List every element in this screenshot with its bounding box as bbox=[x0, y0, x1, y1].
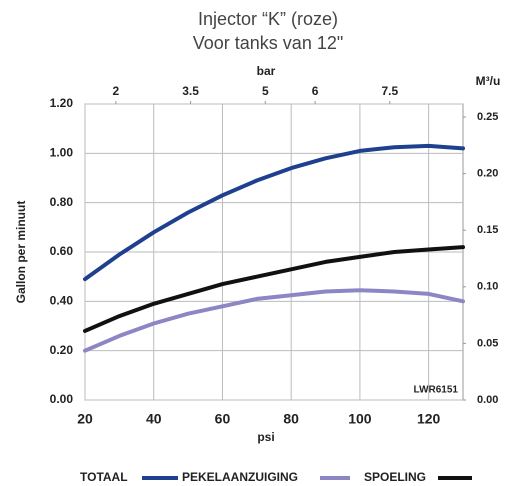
x-axis-label: psi bbox=[257, 430, 274, 444]
y2-tick-label: 0.05 bbox=[477, 337, 498, 349]
legend-label: TOTAAL bbox=[80, 470, 128, 484]
chart-title: Injector “K” (roze) bbox=[198, 9, 338, 29]
right-axis-label: M³/u bbox=[476, 74, 501, 88]
x-tick-label: 120 bbox=[417, 411, 441, 427]
x-tick-label: 20 bbox=[77, 411, 93, 427]
x-tick-label: 40 bbox=[146, 411, 162, 427]
y2-tick-label: 0.25 bbox=[477, 111, 498, 123]
y2-tick-label: 0.15 bbox=[477, 224, 498, 236]
legend-label: SPOELING bbox=[364, 470, 426, 484]
line-series bbox=[83, 245, 465, 333]
line-series bbox=[83, 288, 465, 353]
chart-subtitle: Voor tanks van 12" bbox=[193, 33, 344, 53]
y-tick-label: 1.20 bbox=[50, 96, 74, 110]
top-tick-label: 7.5 bbox=[381, 84, 398, 98]
line-series bbox=[83, 143, 465, 282]
top-tick-label: 6 bbox=[312, 84, 319, 98]
top-tick-label: 2 bbox=[113, 84, 120, 98]
top-tick-label: 5 bbox=[262, 84, 269, 98]
y-tick-label: 0.00 bbox=[50, 392, 74, 406]
y-axis-label: Gallon per minuut bbox=[14, 201, 28, 304]
top-axis-label: bar bbox=[257, 64, 276, 78]
x-tick-label: 100 bbox=[348, 411, 372, 427]
y-tick-label: 0.20 bbox=[50, 343, 74, 357]
y2-tick-label: 0.10 bbox=[477, 281, 498, 293]
top-tick-label: 3.5 bbox=[182, 84, 199, 98]
y2-tick-label: 0.00 bbox=[477, 394, 498, 406]
y-tick-label: 0.60 bbox=[50, 244, 74, 258]
x-tick-label: 80 bbox=[283, 411, 299, 427]
y-tick-label: 0.40 bbox=[50, 294, 74, 308]
y-tick-label: 1.00 bbox=[50, 146, 74, 160]
x-tick-label: 60 bbox=[215, 411, 231, 427]
legend-label: PEKELAANZUIGING bbox=[182, 470, 298, 484]
y2-tick-label: 0.20 bbox=[477, 168, 498, 180]
y-tick-label: 0.80 bbox=[50, 195, 74, 209]
annotation: LWR6151 bbox=[414, 385, 459, 396]
